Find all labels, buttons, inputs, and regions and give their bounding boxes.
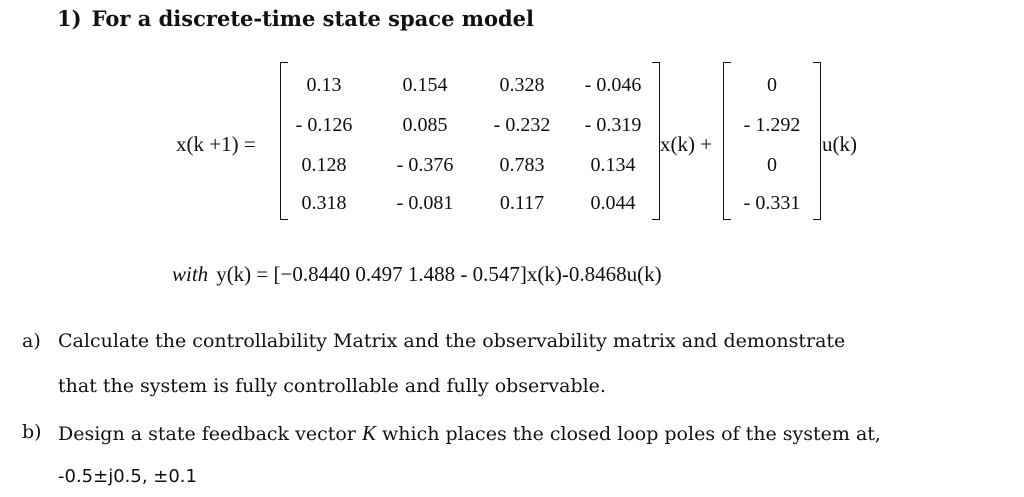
matrix-b-left-bracket <box>723 62 731 220</box>
question-b-text-after: which places the closed loop poles of th… <box>375 423 881 445</box>
matrix-a-cell-r3-c3: 0.783 <box>499 154 545 176</box>
output-prefix: with <box>172 262 209 286</box>
question-b-variable: K <box>361 421 376 445</box>
matrix-b: 0 - 1.292 0 - 0.331 <box>723 62 821 220</box>
question-a-line-1: a) Calculate the controllability Matrix … <box>22 330 846 352</box>
equation-lhs: x(k +1) = <box>176 132 256 156</box>
question-b-text-before: Design a state feedback vector <box>58 423 362 445</box>
matrix-b-cell-r2: - 1.292 <box>743 114 801 136</box>
matrix-a-cell-r3-c1: 0.128 <box>301 154 347 176</box>
matrix-a-cell-r3-c2: - 0.376 <box>396 154 454 176</box>
matrix-a-right-bracket <box>652 62 660 220</box>
question-a-text-2: that the system is fully controllable an… <box>58 375 606 397</box>
matrix-a-cell-r4-c2: - 0.081 <box>396 192 454 214</box>
matrix-a-cell-r1-c4: - 0.046 <box>584 74 642 96</box>
state-term: x(k) + <box>660 132 713 156</box>
problem-number: 1) <box>57 6 82 31</box>
matrix-a-cell-r1-c2: 0.154 <box>402 74 448 96</box>
matrix-a-cell-r4-c1: 0.318 <box>301 192 347 214</box>
matrix-a-cell-r1-c1: 0.13 <box>306 74 342 96</box>
matrix-b-cell-r4: - 0.331 <box>743 192 801 214</box>
output-expression: y(k) = [−0.8440 0.497 1.488 - 0.547]x(k)… <box>216 262 662 286</box>
matrix-b-right-bracket <box>813 62 821 220</box>
matrix-a-cell-r4-c3: 0.117 <box>499 192 545 214</box>
matrix-a-cell-r1-c3: 0.328 <box>499 74 545 96</box>
matrix-a-cell-r3-c4: 0.134 <box>590 154 636 176</box>
matrix-a-cell-r2-c2: 0.085 <box>402 114 448 136</box>
matrix-a-cell-r2-c3: - 0.232 <box>493 114 551 136</box>
problem-title: For a discrete-time state space model <box>91 6 534 31</box>
question-b-label: b) <box>22 421 42 443</box>
output-equation: with y(k) = [−0.8440 0.497 1.488 - 0.547]… <box>172 262 662 287</box>
matrix-a-left-bracket <box>280 62 288 220</box>
matrix-a-cell-r2-c4: - 0.319 <box>584 114 642 136</box>
problem-heading: 1) For a discrete-time state space model <box>57 6 534 31</box>
question-b-line-1: b) Design a state feedback vector K whic… <box>22 421 881 446</box>
matrix-a-cell-r2-c1: - 0.126 <box>295 114 353 136</box>
question-a-label: a) <box>22 330 41 352</box>
matrix-b-cell-r1: 0 <box>767 74 777 96</box>
question-b-line-2: -0.5±j0.5, ±0.1 <box>58 466 197 487</box>
question-a-line-2: that the system is fully controllable an… <box>58 375 606 397</box>
question-a-text-1: Calculate the controllability Matrix and… <box>58 330 846 352</box>
matrix-b-cell-r3: 0 <box>767 154 777 176</box>
matrix-a-cell-r4-c4: 0.044 <box>590 192 636 214</box>
matrix-a: 0.13 0.154 0.328 - 0.046 - 0.126 0.085 - 0.232… <box>280 62 660 220</box>
input-term: u(k) <box>822 132 857 156</box>
